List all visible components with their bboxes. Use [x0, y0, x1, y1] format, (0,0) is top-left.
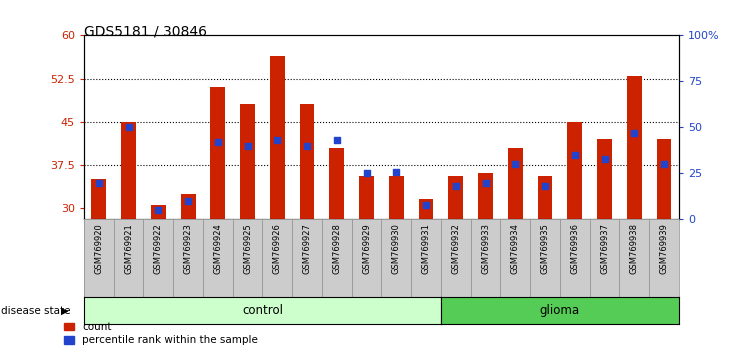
Text: GSM769938: GSM769938 — [630, 223, 639, 274]
Bar — [537, 176, 553, 219]
Bar — [389, 176, 404, 219]
Bar — [210, 87, 226, 219]
Bar — [656, 139, 672, 219]
Bar — [597, 139, 612, 219]
Text: GSM769934: GSM769934 — [511, 223, 520, 274]
Text: GSM769920: GSM769920 — [94, 223, 104, 274]
Text: GSM769931: GSM769931 — [421, 223, 431, 274]
Point — [272, 137, 283, 143]
Bar — [567, 122, 583, 219]
Text: GSM769930: GSM769930 — [392, 223, 401, 274]
Text: GSM769925: GSM769925 — [243, 223, 252, 274]
Text: GDS5181 / 30846: GDS5181 / 30846 — [84, 25, 207, 39]
Text: GSM769939: GSM769939 — [659, 223, 669, 274]
Text: glioma: glioma — [540, 304, 580, 317]
Bar — [418, 199, 434, 219]
Point — [242, 143, 253, 149]
Text: GSM769922: GSM769922 — [154, 223, 163, 274]
Text: control: control — [242, 304, 283, 317]
Point — [450, 183, 461, 189]
Point — [569, 152, 580, 158]
Legend: count, percentile rank within the sample: count, percentile rank within the sample — [64, 322, 258, 345]
Text: GSM769935: GSM769935 — [540, 223, 550, 274]
Bar — [240, 104, 255, 219]
Text: ▶: ▶ — [61, 306, 68, 316]
Point — [153, 207, 164, 213]
Point — [182, 198, 194, 204]
Bar — [627, 76, 642, 219]
Text: disease state: disease state — [1, 306, 71, 316]
Text: GSM769927: GSM769927 — [302, 223, 312, 274]
Bar — [508, 148, 523, 219]
Bar — [448, 176, 464, 219]
Point — [301, 143, 313, 149]
Point — [212, 139, 223, 145]
Point — [420, 202, 432, 207]
Point — [629, 130, 640, 136]
Text: GSM769921: GSM769921 — [124, 223, 133, 274]
Text: GSM769933: GSM769933 — [481, 223, 490, 274]
Bar — [359, 176, 374, 219]
Bar — [180, 194, 196, 219]
Point — [391, 169, 402, 175]
Text: GSM769923: GSM769923 — [183, 223, 193, 274]
Point — [658, 161, 670, 167]
Point — [331, 137, 342, 143]
Text: GSM769936: GSM769936 — [570, 223, 580, 274]
Point — [361, 171, 372, 176]
Point — [123, 125, 134, 130]
Point — [510, 161, 521, 167]
Bar — [121, 122, 136, 219]
Bar — [270, 56, 285, 219]
Point — [539, 183, 551, 189]
Point — [480, 180, 491, 185]
Point — [599, 156, 610, 161]
Text: GSM769932: GSM769932 — [451, 223, 461, 274]
Point — [93, 180, 104, 185]
Text: GSM769924: GSM769924 — [213, 223, 223, 274]
Bar — [299, 104, 315, 219]
Bar — [91, 179, 107, 219]
Text: GSM769937: GSM769937 — [600, 223, 609, 274]
Bar — [329, 148, 345, 219]
Bar — [478, 173, 493, 219]
Bar — [151, 205, 166, 219]
Text: GSM769929: GSM769929 — [362, 223, 371, 274]
Text: GSM769928: GSM769928 — [332, 223, 342, 274]
Text: GSM769926: GSM769926 — [273, 223, 282, 274]
